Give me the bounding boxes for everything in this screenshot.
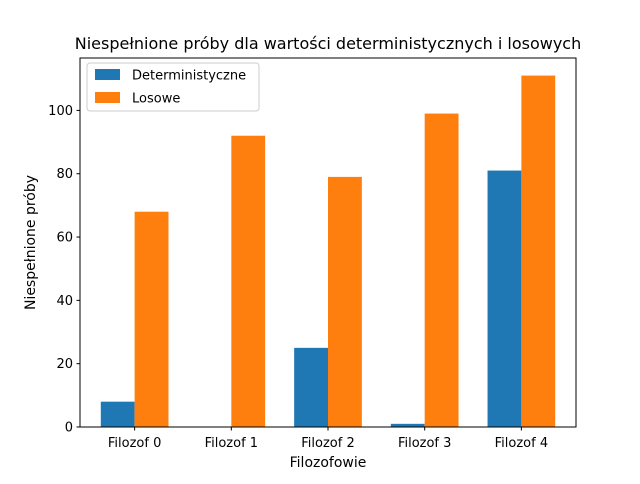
x-tick-label: Filozof 0 bbox=[108, 436, 161, 451]
y-axis: 0 20 40 60 80 100 bbox=[48, 104, 80, 436]
legend-swatch-deterministyczne bbox=[95, 69, 120, 80]
plot-frame bbox=[79, 57, 577, 428]
bar-losowe-filozof-2 bbox=[328, 176, 362, 427]
y-tick-label: 60 bbox=[56, 231, 73, 246]
legend-label-deterministyczne: Deterministyczne bbox=[132, 69, 246, 84]
y-tick-label: 100 bbox=[48, 104, 73, 119]
x-tick-label: Filozof 3 bbox=[398, 436, 451, 451]
y-tick-label: 20 bbox=[56, 357, 73, 372]
bar-deterministyczne-filozof-2 bbox=[294, 347, 328, 427]
bar-losowe-filozof-0 bbox=[134, 211, 169, 427]
chart-title: Niespełnione próby dla wartości determin… bbox=[75, 34, 581, 53]
bar-deterministyczne-filozof-4 bbox=[487, 170, 522, 427]
y-axis-label: Niespełnione próby bbox=[23, 175, 39, 310]
x-tick-label: Filozof 1 bbox=[205, 436, 258, 451]
x-tick-label: Filozof 4 bbox=[495, 436, 548, 451]
legend-swatch-losowe bbox=[95, 92, 120, 103]
x-axis-label: Filozofowie bbox=[290, 455, 367, 471]
bar-losowe-filozof-4 bbox=[521, 75, 556, 428]
bar-deterministyczne-filozof-0 bbox=[100, 401, 135, 427]
x-axis: Filozof 0 Filozof 1 Filozof 2 Filozof 3 Filo… bbox=[108, 427, 548, 451]
bar-losowe-filozof-3 bbox=[424, 113, 459, 427]
y-tick-label: 40 bbox=[56, 294, 73, 309]
y-tick-label: 80 bbox=[56, 167, 73, 182]
legend-box bbox=[86, 62, 260, 112]
bar-losowe-filozof-1 bbox=[231, 135, 266, 427]
bar-deterministyczne-filozof-3 bbox=[390, 423, 425, 427]
x-tick-label: Filozof 2 bbox=[301, 436, 354, 451]
y-tick-label: 0 bbox=[65, 421, 73, 436]
legend-label-losowe: Losowe bbox=[132, 92, 180, 107]
bars-layer bbox=[100, 75, 556, 428]
legend: Deterministyczne Losowe bbox=[86, 62, 260, 112]
